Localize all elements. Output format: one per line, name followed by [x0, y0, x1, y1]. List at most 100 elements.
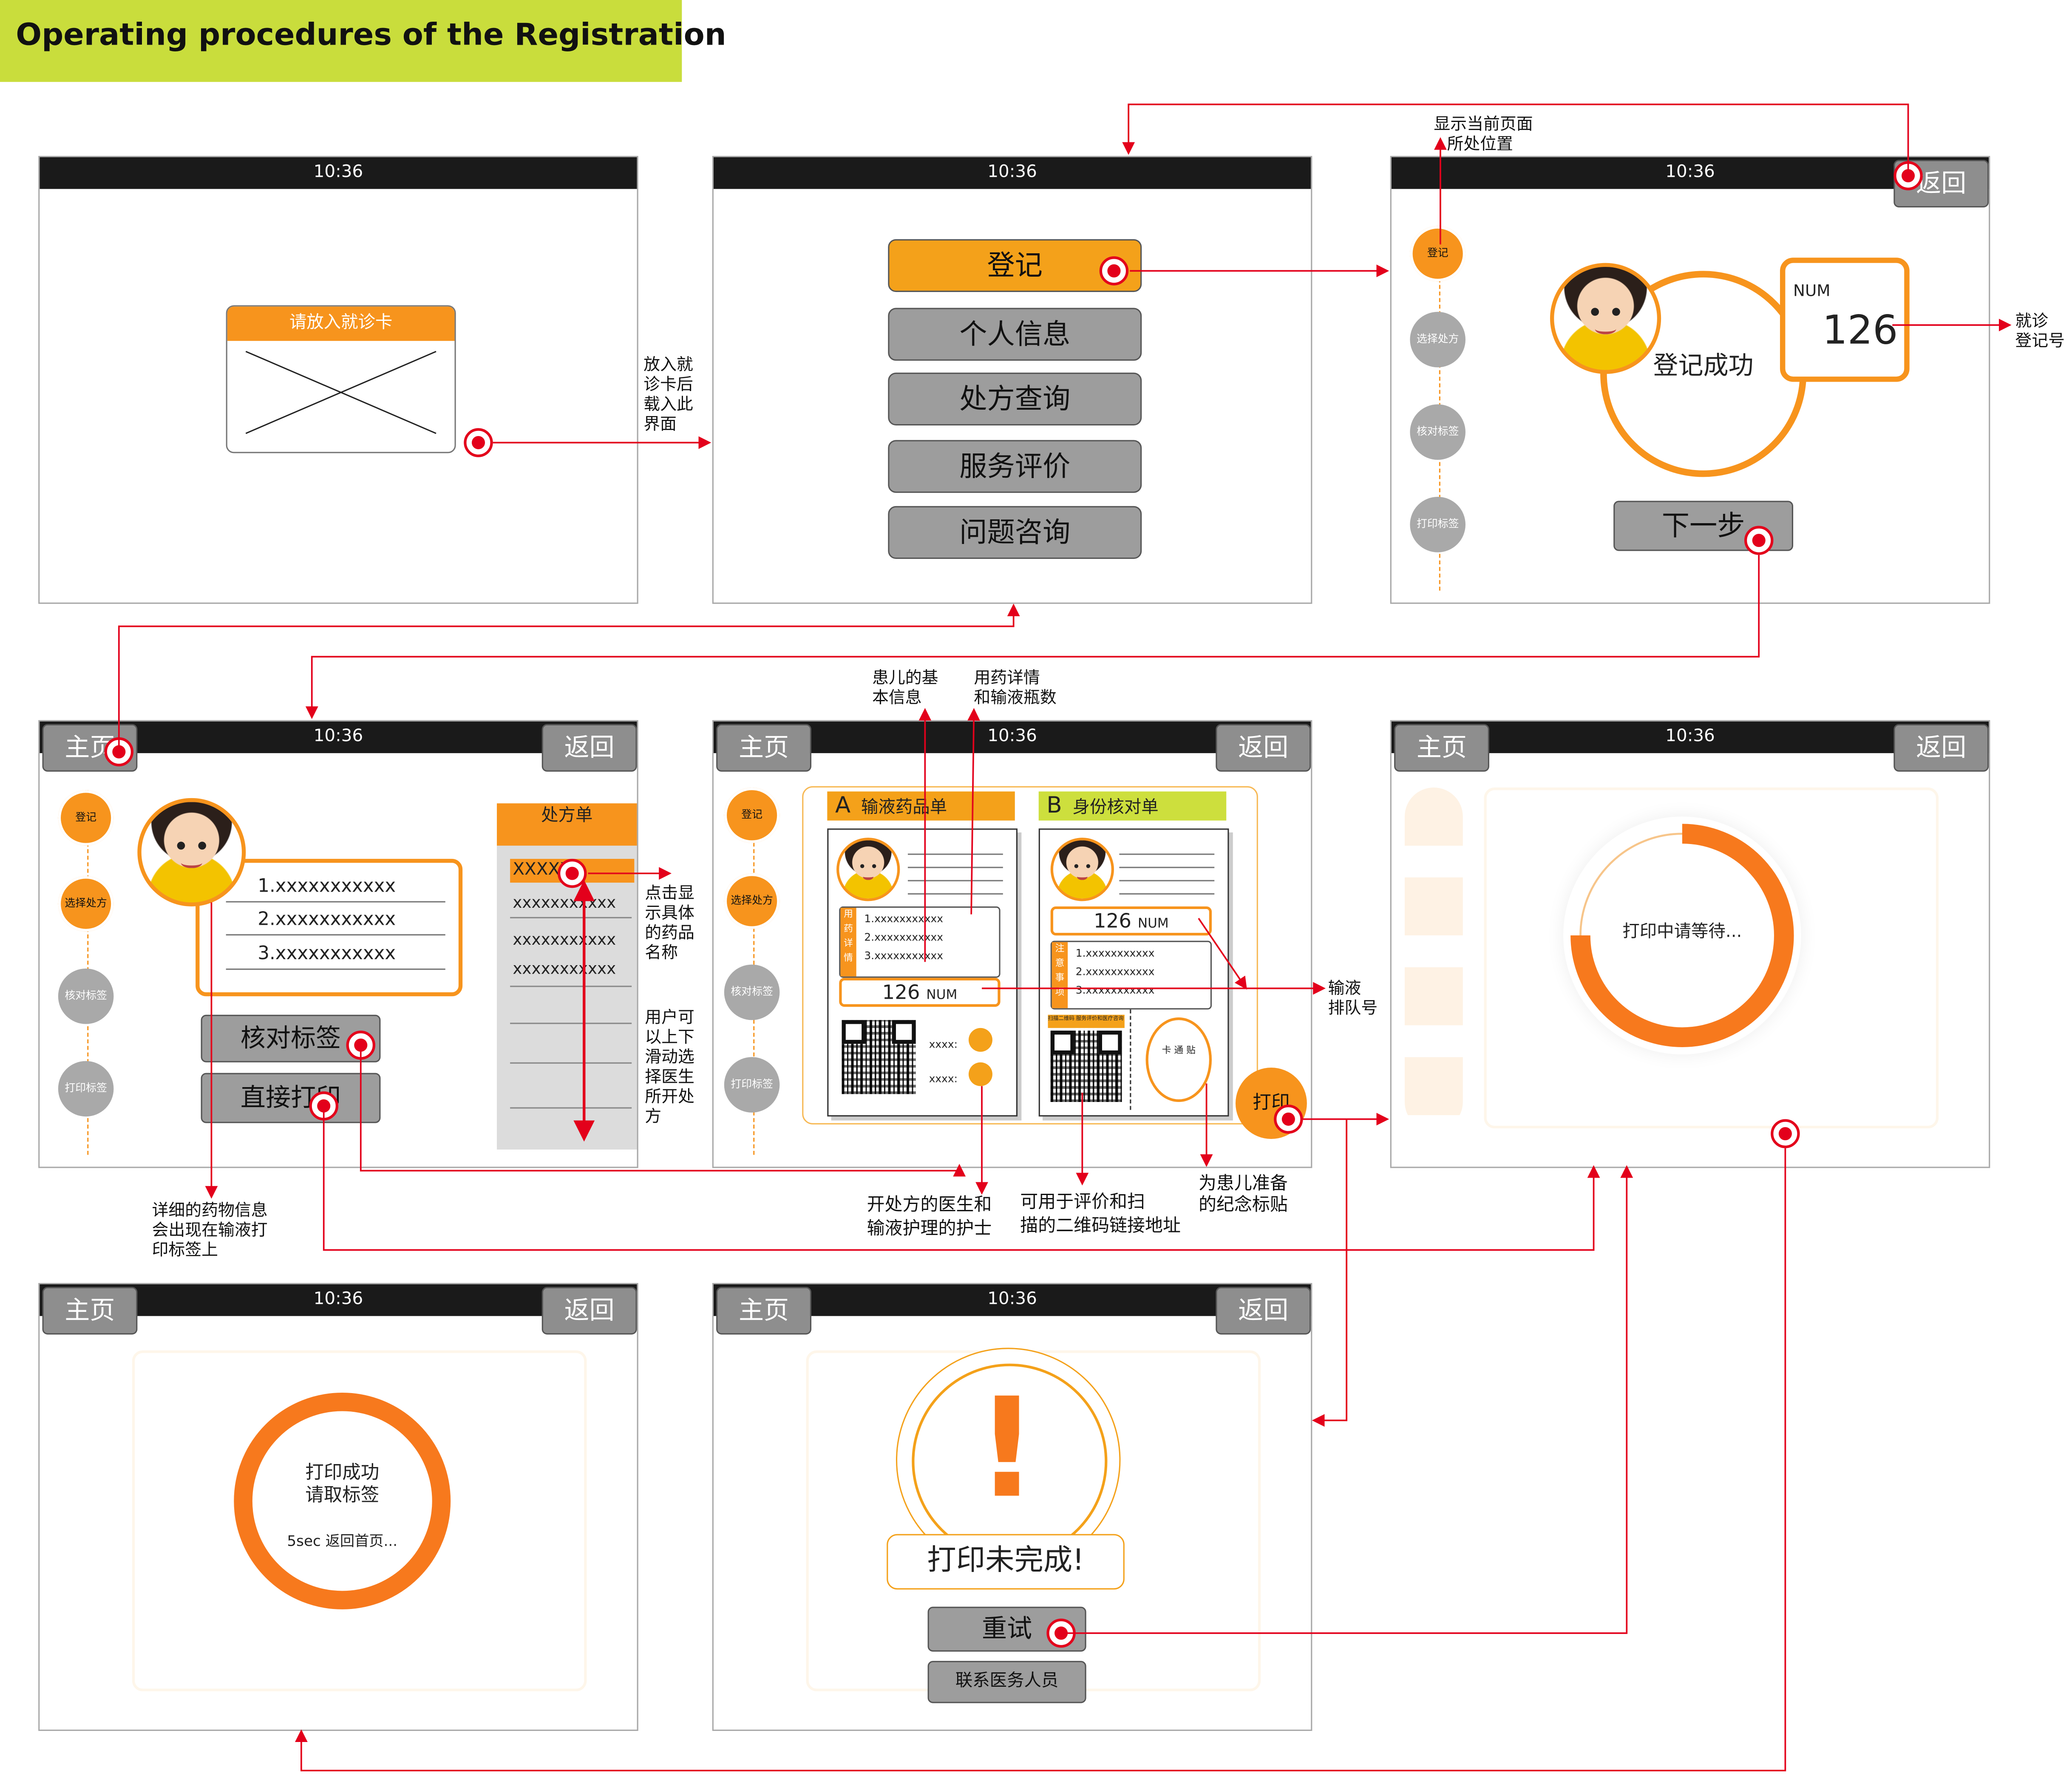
reg-number: 126 — [1822, 308, 1898, 354]
step-register: 登记 — [58, 790, 114, 846]
queue-number-box: 126 NUM — [839, 977, 1001, 1007]
screen-register-success: 10:36 返回 登记 选择处方 核对标签 打印标签 NUM 126 登记成功 … — [1390, 156, 1990, 604]
back-button[interactable]: 返回 — [1216, 1287, 1311, 1335]
note-doctor-nurse: 开处方的医生和 输液护理的护士 — [867, 1194, 992, 1240]
label-b-card: 126 NUM 注意事项 1.xxxxxxxxxxx 2.xxxxxxxxxxx… — [1038, 828, 1229, 1117]
hotspot-print[interactable] — [1274, 1105, 1303, 1134]
doctor-icon — [968, 1028, 992, 1052]
rx-row[interactable]: xxxxxxxxxxx — [513, 959, 616, 978]
rx-row[interactable]: xxxxxxxxxxx — [513, 893, 616, 912]
back-button[interactable]: 返回 — [541, 1287, 637, 1335]
queue-number-label: NUM — [926, 988, 958, 1003]
reg-number-label: NUM — [1793, 281, 1831, 300]
step-check-label: 核对标签 — [1410, 404, 1465, 460]
step-register: 登记 — [1410, 226, 1465, 282]
rx-item: 3.xxxxxxxxxxx — [258, 943, 396, 965]
faded-labels — [132, 1350, 587, 1691]
qr-code — [842, 1020, 916, 1094]
card-placeholder-icon — [245, 351, 437, 434]
note-med-details: 用药详情 和输液瓶数 — [974, 667, 1057, 707]
next-step-button[interactable]: 下一步 — [1613, 501, 1794, 551]
step-check-label: 核对标签 — [724, 964, 780, 1020]
menu-personal-info-button[interactable]: 个人信息 — [888, 308, 1142, 361]
progress-backdrop — [1563, 816, 1801, 1055]
back-button[interactable]: 返回 — [541, 724, 637, 772]
home-button[interactable]: 主页 — [42, 1287, 138, 1335]
notice-item: 3.xxxxxxxxxxx — [1075, 984, 1155, 997]
flow-home-to-menu — [118, 603, 1020, 752]
step-check-label: 核对标签 — [58, 968, 114, 1024]
screen-main-menu: 10:36 登记 个人信息 处方查询 服务评价 问题咨询 — [712, 156, 1312, 604]
flow-next-to-rx — [305, 555, 1760, 719]
countdown-text: 5sec 返回首页... — [287, 1532, 398, 1550]
printing-text: 打印中请等待... — [1622, 922, 1742, 942]
med-detail-tag: 用药详情 — [840, 907, 856, 977]
patient-avatar — [836, 838, 900, 901]
flow-print-to-failed — [1312, 1119, 1348, 1427]
flow-back-to-menu — [1122, 103, 1909, 176]
label-b-header: B 身份核对单 — [1038, 791, 1227, 821]
note-reg-number: 就诊 登记号 — [2015, 310, 2065, 350]
rx-list-header: 处方单 — [497, 803, 637, 846]
cut-line — [1130, 1009, 1131, 1110]
screen-select-prescription: 10:36 主页 返回 登记 选择处方 核对标签 打印标签 1.xxxxxxxx… — [38, 720, 638, 1168]
hotspot-printing[interactable] — [1771, 1119, 1800, 1148]
flow-retry-to-printing — [1061, 1165, 1633, 1634]
menu-register-button[interactable]: 登记 — [888, 239, 1142, 292]
screen-print-success: 10:36 主页 返回 打印成功 请取标签 5sec 返回首页... — [38, 1283, 638, 1731]
flow-printing-to-success — [295, 1148, 1786, 1772]
note-queue: 输液 排队号 — [1328, 977, 1378, 1018]
qr-caption: 扫描二维码 服务评价和医疗咨询 — [1048, 1014, 1125, 1028]
note-drug-detail: 详细的药物信息 会出现在输液打 印标签上 — [152, 1200, 268, 1259]
med-item: 3.xxxxxxxxxxx — [864, 950, 944, 962]
patient-avatar — [137, 798, 246, 906]
rx-row[interactable]: xxxxxxxxxxx — [513, 930, 616, 949]
clock: 10:36 — [313, 727, 363, 747]
back-button[interactable]: 返回 — [1216, 724, 1311, 772]
queue-number: 126 — [1093, 909, 1132, 933]
step-select-rx: 选择处方 — [58, 876, 114, 932]
hotspot-register[interactable] — [1099, 256, 1129, 286]
back-button[interactable]: 返回 — [1893, 724, 1989, 772]
note-scroll: 用户可 以上下 滑动选 择医生 所开处方 — [645, 1007, 694, 1126]
hotspot-next-step[interactable] — [1744, 526, 1774, 555]
screen-label-preview: 10:36 主页 返回 登记 选择处方 核对标签 打印标签 A 输液药品单 用药详… — [712, 720, 1312, 1168]
faded-labels — [1484, 787, 1939, 1129]
nurse-icon — [968, 1062, 992, 1086]
patient-avatar — [1050, 838, 1114, 901]
queue-number-box: 126 NUM — [1050, 906, 1212, 936]
success-text: 登记成功 — [1653, 351, 1754, 381]
notice-box: 注意事项 1.xxxxxxxxxxx 2.xxxxxxxxxxx 3.xxxxx… — [1050, 940, 1212, 1010]
clock: 10:36 — [1665, 727, 1715, 747]
menu-consultation-button[interactable]: 问题咨询 — [888, 506, 1142, 559]
card-slot-label: 请放入就诊卡 — [227, 306, 455, 341]
home-button[interactable]: 主页 — [716, 1287, 811, 1335]
labels-frame: A 输液药品单 用药详情 1.xxxxxxxxxxx 2.xxxxxxxxxxx … — [802, 786, 1258, 1125]
warning-icon: ! — [975, 1367, 1038, 1529]
clock: 10:36 — [313, 162, 363, 183]
note-qr-link: 可用于评价和扫 描的二维码链接地址 — [1020, 1192, 1181, 1237]
card-slot[interactable]: 请放入就诊卡 — [226, 305, 456, 453]
status-bar: 10:36 — [713, 721, 1311, 753]
direct-print-button[interactable]: 直接打印 — [201, 1073, 381, 1123]
patient-avatar — [1550, 263, 1661, 374]
flow-check-to-preview — [360, 1045, 966, 1177]
faded-steps — [1404, 787, 1463, 1131]
hotspot-insert-card[interactable] — [464, 428, 493, 457]
home-button[interactable]: 主页 — [716, 724, 811, 772]
progress-ring — [1570, 824, 1794, 1047]
note-patient-info: 患儿的基 本信息 — [872, 667, 938, 707]
med-detail-box: 用药详情 1.xxxxxxxxxxx 2.xxxxxxxxxxx 3.xxxxx… — [839, 906, 1001, 978]
menu-service-rating-button[interactable]: 服务评价 — [888, 440, 1142, 493]
menu-prescription-query-button[interactable]: 处方查询 — [888, 372, 1142, 426]
contact-staff-button[interactable]: 联系医务人员 — [927, 1661, 1086, 1703]
status-bar: 10:36 — [40, 157, 637, 189]
queue-number: 126 — [882, 980, 920, 1004]
notice-item: 1.xxxxxxxxxxx — [1075, 947, 1155, 960]
home-button[interactable]: 主页 — [1394, 724, 1489, 772]
take-label-text: 请取标签 — [305, 1485, 380, 1507]
note-position: 显示当前页面 所处位置 — [1434, 113, 1533, 153]
notice-tag: 注意事项 — [1052, 942, 1068, 1008]
note-souvenir: 为患儿准备 的纪念标贴 — [1198, 1173, 1288, 1216]
